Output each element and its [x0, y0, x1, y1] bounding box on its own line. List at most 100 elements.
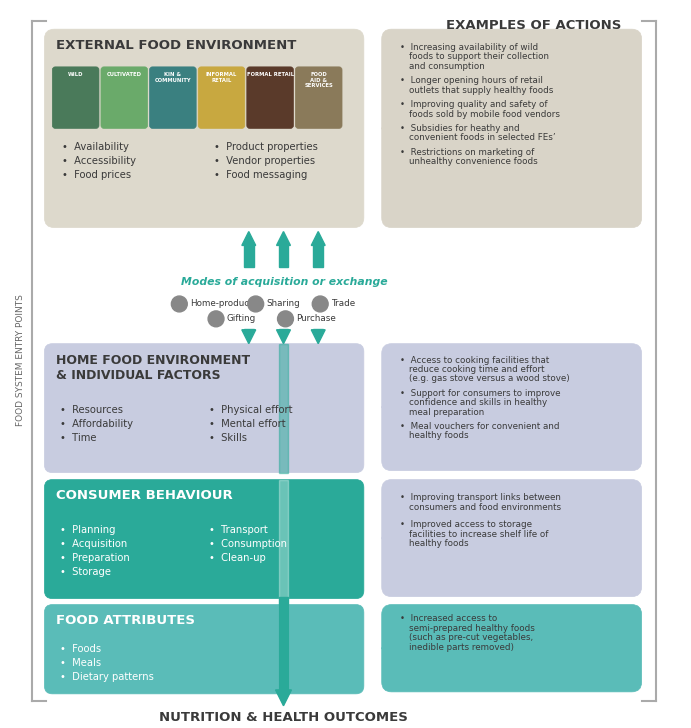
Text: outlets that supply healthy foods: outlets that supply healthy foods	[410, 86, 554, 95]
Text: FOOD
AID &
SERVICES: FOOD AID & SERVICES	[304, 72, 333, 88]
Text: •  Improving transport links between: • Improving transport links between	[399, 494, 560, 502]
Text: meal preparation: meal preparation	[410, 408, 485, 416]
Polygon shape	[313, 329, 323, 330]
Text: Modes of acquisition or exchange: Modes of acquisition or exchange	[181, 277, 388, 287]
Polygon shape	[276, 330, 290, 344]
Text: •  Consumption: • Consumption	[209, 539, 287, 549]
Text: consumers and food environments: consumers and food environments	[410, 503, 562, 512]
Polygon shape	[278, 604, 288, 694]
Text: unhealthy convenience foods: unhealthy convenience foods	[410, 157, 538, 166]
Polygon shape	[311, 232, 325, 245]
FancyBboxPatch shape	[381, 344, 642, 470]
Polygon shape	[278, 245, 288, 267]
Text: Purchase: Purchase	[296, 314, 336, 323]
Text: •  Affordability: • Affordability	[60, 419, 133, 429]
Text: •  Longer opening hours of retail: • Longer opening hours of retail	[399, 76, 542, 85]
Text: •  Preparation: • Preparation	[60, 553, 130, 563]
Text: •  Transport: • Transport	[209, 525, 268, 535]
Text: FOOD ATTRIBUTES: FOOD ATTRIBUTES	[56, 614, 196, 628]
Text: •  Restrictions on marketing of: • Restrictions on marketing of	[399, 148, 534, 157]
Polygon shape	[276, 232, 290, 245]
Text: Trade: Trade	[331, 299, 355, 309]
FancyBboxPatch shape	[381, 29, 642, 228]
FancyBboxPatch shape	[44, 344, 364, 472]
Text: and consumption: and consumption	[410, 62, 485, 71]
Polygon shape	[381, 636, 397, 661]
Text: inedible parts removed): inedible parts removed)	[410, 643, 515, 652]
Text: •  Foods: • Foods	[60, 644, 102, 654]
Polygon shape	[278, 597, 288, 690]
FancyBboxPatch shape	[247, 67, 294, 128]
Polygon shape	[242, 232, 256, 245]
Text: reduce cooking time and effort: reduce cooking time and effort	[410, 365, 545, 374]
Polygon shape	[278, 329, 288, 330]
Text: foods sold by mobile food vendors: foods sold by mobile food vendors	[410, 109, 560, 119]
FancyBboxPatch shape	[198, 67, 245, 128]
Text: convenient foods in selected FEs’: convenient foods in selected FEs’	[410, 133, 556, 143]
Text: •  Acquisition: • Acquisition	[60, 539, 128, 549]
Polygon shape	[381, 525, 397, 551]
Text: KIN &
COMMUNITY: KIN & COMMUNITY	[155, 72, 191, 82]
Text: healthy foods: healthy foods	[410, 539, 469, 548]
Text: •  Increased access to: • Increased access to	[399, 614, 497, 623]
Text: foods to support their collection: foods to support their collection	[410, 52, 549, 61]
Text: •  Increasing availability of wild: • Increasing availability of wild	[399, 43, 538, 52]
FancyBboxPatch shape	[44, 29, 364, 228]
Text: Gifting: Gifting	[227, 314, 256, 323]
FancyBboxPatch shape	[44, 480, 364, 598]
Text: •  Improved access to storage: • Improved access to storage	[399, 521, 531, 529]
Text: •  Support for consumers to improve: • Support for consumers to improve	[399, 389, 560, 397]
Circle shape	[171, 296, 187, 312]
Circle shape	[208, 311, 224, 327]
FancyBboxPatch shape	[149, 67, 196, 128]
Text: •  Skills: • Skills	[209, 433, 247, 443]
Text: CONSUMER BEHAVIOUR: CONSUMER BEHAVIOUR	[56, 489, 233, 502]
Text: INFORMAL
RETAIL: INFORMAL RETAIL	[206, 72, 237, 82]
FancyBboxPatch shape	[381, 604, 642, 692]
Polygon shape	[244, 329, 254, 330]
Text: •  Time: • Time	[60, 433, 97, 443]
Text: •  Access to cooking facilities that: • Access to cooking facilities that	[399, 355, 549, 365]
Text: •  Vendor properties: • Vendor properties	[214, 156, 315, 166]
Polygon shape	[242, 330, 256, 344]
FancyBboxPatch shape	[101, 67, 148, 128]
Polygon shape	[278, 344, 288, 472]
Circle shape	[312, 296, 328, 312]
Text: FOOD SYSTEM ENTRY POINTS: FOOD SYSTEM ENTRY POINTS	[16, 295, 25, 427]
Text: HOME FOOD ENVIRONMENT
& INDIVIDUAL FACTORS: HOME FOOD ENVIRONMENT & INDIVIDUAL FACTO…	[56, 354, 250, 381]
Text: Sharing: Sharing	[267, 299, 301, 309]
Polygon shape	[276, 690, 292, 705]
Text: •  Meals: • Meals	[60, 658, 102, 668]
Text: Home-produced: Home-produced	[190, 299, 261, 309]
FancyBboxPatch shape	[53, 67, 99, 128]
Text: facilities to increase shelf life of: facilities to increase shelf life of	[410, 530, 549, 539]
Text: EXAMPLES OF ACTIONS: EXAMPLES OF ACTIONS	[446, 19, 621, 32]
Text: CULTIVATED: CULTIVATED	[107, 72, 142, 77]
Polygon shape	[278, 480, 288, 598]
Text: •  Improving quality and safety of: • Improving quality and safety of	[399, 100, 547, 109]
Text: •  Dietary patterns: • Dietary patterns	[60, 672, 154, 682]
Polygon shape	[381, 116, 397, 141]
Polygon shape	[244, 245, 254, 267]
Circle shape	[248, 296, 264, 312]
Text: •  Physical effort: • Physical effort	[209, 405, 292, 415]
Text: •  Accessibility: • Accessibility	[62, 156, 136, 166]
FancyBboxPatch shape	[295, 67, 342, 128]
Text: •  Meal vouchers for convenient and: • Meal vouchers for convenient and	[399, 422, 559, 431]
Text: •  Mental effort: • Mental effort	[209, 419, 285, 429]
Text: •  Storage: • Storage	[60, 567, 111, 577]
Polygon shape	[313, 245, 323, 267]
Text: semi-prepared healthy foods: semi-prepared healthy foods	[410, 624, 536, 633]
Text: (such as pre-cut vegetables,: (such as pre-cut vegetables,	[410, 633, 533, 642]
Text: FORMAL RETAIL: FORMAL RETAIL	[247, 72, 294, 77]
FancyBboxPatch shape	[381, 480, 642, 597]
Text: WILD: WILD	[68, 72, 84, 77]
Circle shape	[278, 311, 294, 327]
Text: •  Clean-up: • Clean-up	[209, 553, 266, 563]
Polygon shape	[311, 330, 325, 344]
Text: confidence and skills in healthy: confidence and skills in healthy	[410, 398, 547, 407]
Text: •  Subsidies for heathy and: • Subsidies for heathy and	[399, 124, 519, 133]
Text: (e.g. gas stove versus a wood stove): (e.g. gas stove versus a wood stove)	[410, 374, 570, 384]
Text: •  Food prices: • Food prices	[62, 170, 131, 180]
Polygon shape	[381, 395, 397, 420]
